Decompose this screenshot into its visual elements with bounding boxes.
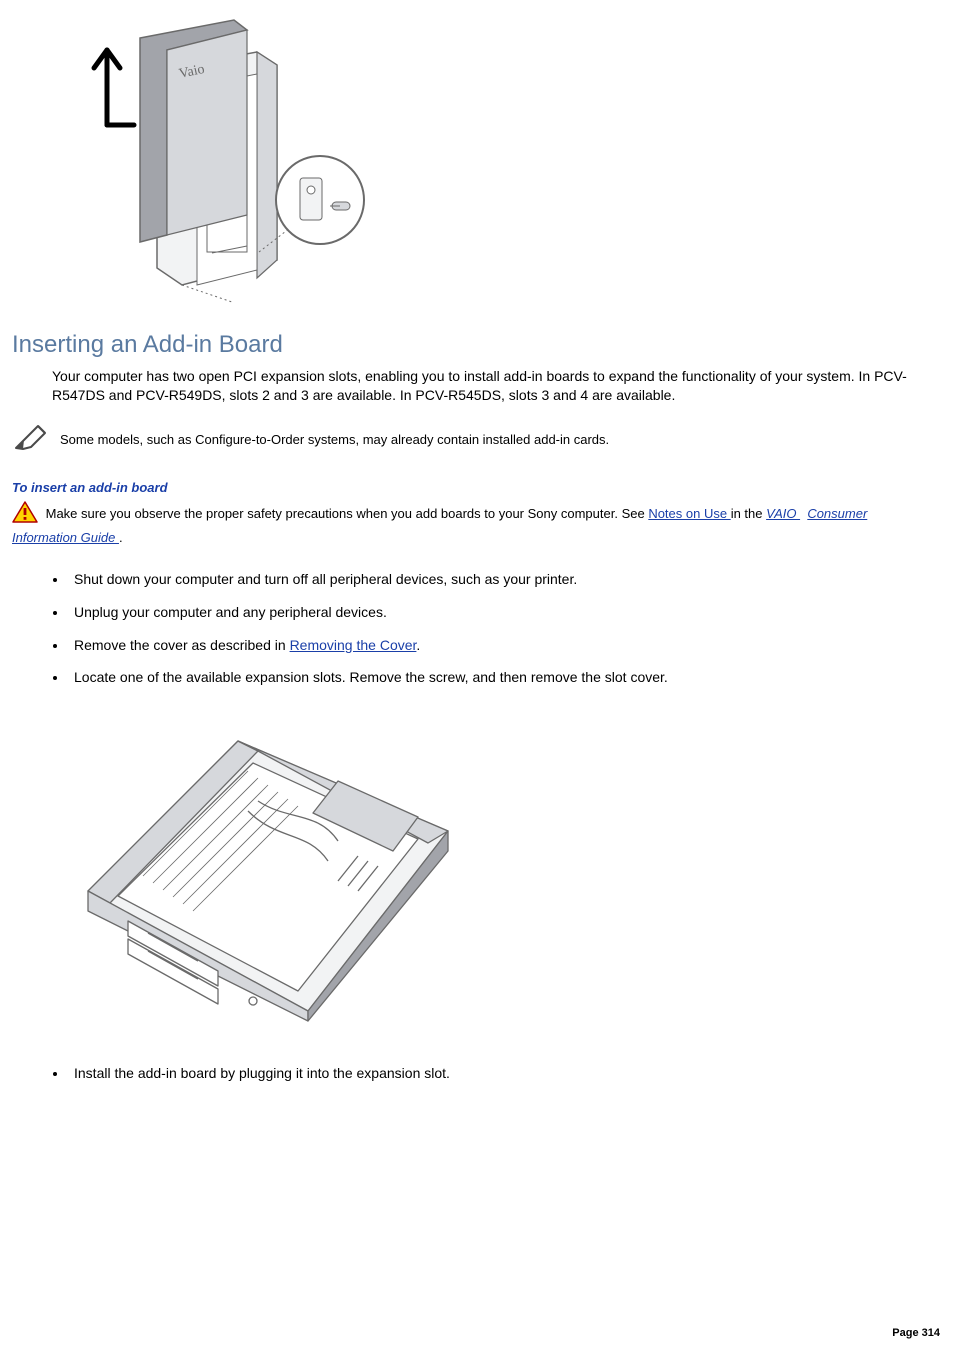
link-removing-cover[interactable]: Removing the Cover [290, 637, 417, 653]
steps-list: Shut down your computer and turn off all… [12, 570, 918, 688]
open-chassis-svg [58, 711, 478, 1031]
link-notes-on-use[interactable]: Notes on Use [648, 506, 730, 521]
step-3-pre: Remove the cover as described in [74, 637, 290, 653]
section-title: Inserting an Add-in Board [12, 331, 918, 359]
step-2: Unplug your computer and any peripheral … [68, 603, 918, 622]
warning-mid: in the [731, 506, 766, 521]
section-body: Your computer has two open PCI expansion… [52, 367, 918, 405]
note-row: Some models, such as Configure-to-Order … [12, 423, 918, 456]
step-1: Shut down your computer and turn off all… [68, 570, 918, 589]
sub-heading: To insert an add-in board [12, 480, 918, 495]
warning-block: Make sure you observe the proper safety … [12, 501, 918, 548]
tower-cover-svg: Vaio [52, 10, 367, 310]
link-vaio[interactable]: VAIO [766, 506, 800, 521]
page-number: Page 314 [892, 1327, 940, 1339]
figure-open-chassis [58, 711, 918, 1034]
warning-pre: Make sure you observe the proper safety … [46, 506, 649, 521]
step-5: Install the add-in board by plugging it … [68, 1064, 918, 1083]
figure-cover-removal: Vaio [52, 10, 918, 313]
warning-icon [12, 501, 38, 529]
steps-list-continued: Install the add-in board by plugging it … [12, 1064, 918, 1083]
warning-post: . [119, 530, 123, 545]
note-text: Some models, such as Configure-to-Order … [60, 432, 609, 447]
pencil-icon [12, 423, 52, 456]
step-3: Remove the cover as described in Removin… [68, 636, 918, 655]
step-4: Locate one of the available expansion sl… [68, 668, 918, 687]
step-3-post: . [416, 637, 420, 653]
